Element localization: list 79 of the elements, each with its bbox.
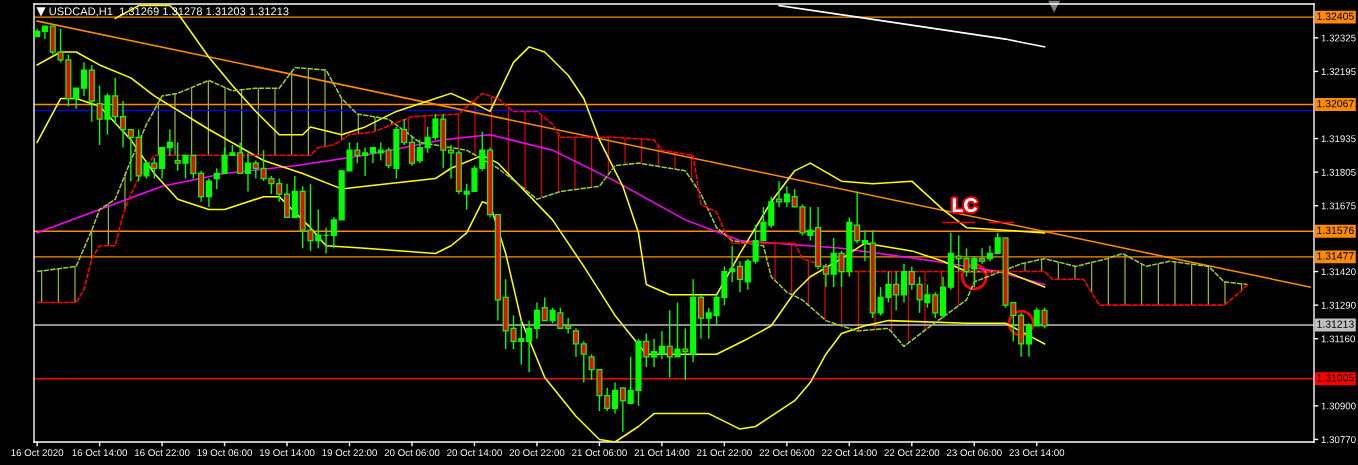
candlestick xyxy=(198,170,205,203)
x-tick-label: 22 Oct 22:00 xyxy=(884,449,940,457)
line-series xyxy=(36,66,1249,348)
x-tick-label: 16 Oct 14:00 xyxy=(72,449,128,457)
candlestick xyxy=(822,263,829,288)
candlestick xyxy=(401,118,408,146)
candlestick xyxy=(729,245,736,283)
y-tick-label: 1.31290 xyxy=(1321,301,1356,309)
candlestick xyxy=(900,263,908,304)
candlestick xyxy=(768,195,775,229)
ref-line-label: 1.32067 xyxy=(1317,99,1354,108)
y-tick-label: 1.30900 xyxy=(1321,402,1356,410)
candlestick xyxy=(252,159,259,180)
x-tick-label: 20 Oct 14:00 xyxy=(447,449,502,457)
candlestick xyxy=(276,177,283,203)
candlestick xyxy=(416,139,423,164)
x-tick-label: 23 Oct 06:00 xyxy=(946,449,1002,457)
candlestick xyxy=(119,100,127,149)
x-tick-label: 21 Oct 14:00 xyxy=(634,449,690,457)
candlestick xyxy=(408,136,416,167)
candlestick xyxy=(611,381,619,415)
candlestick xyxy=(744,257,751,291)
candlestick xyxy=(1025,322,1032,358)
candlestick xyxy=(369,146,376,164)
ref-line-label: 1.31576 xyxy=(1317,226,1354,235)
y-tick-label: 1.32325 xyxy=(1321,34,1356,42)
candlestick xyxy=(908,265,915,291)
x-tick-label: 23 Oct 14:00 xyxy=(1009,449,1065,457)
candlestick xyxy=(651,338,658,368)
x-tick-label: 20 Oct 22:00 xyxy=(509,449,565,457)
y-tick-label: 1.31935 xyxy=(1321,135,1356,143)
candlestick xyxy=(861,229,868,262)
x-tick-label: 21 Oct 22:00 xyxy=(697,449,752,457)
y-tick-label: 1.31420 xyxy=(1321,268,1356,276)
candlestick xyxy=(565,317,572,335)
line-series xyxy=(36,133,1046,286)
y-tick-label: 1.31160 xyxy=(1321,335,1355,343)
candlestick xyxy=(526,319,533,373)
x-tick-label: 21 Oct 06:00 xyxy=(572,449,627,457)
candlestick xyxy=(330,216,337,250)
candlestick xyxy=(283,183,291,219)
candlestick xyxy=(658,330,665,361)
candlestick xyxy=(736,260,744,293)
candlestick xyxy=(932,291,939,319)
candlestick xyxy=(362,146,369,177)
candlestick xyxy=(783,185,790,208)
candlestick xyxy=(697,294,704,340)
ref-line-label: 1.32405 xyxy=(1317,12,1354,20)
x-tick-label: 16 Oct 2020 xyxy=(11,449,64,457)
ref-line-label: 1.31005 xyxy=(1317,374,1354,382)
candlestick xyxy=(604,387,611,412)
candlestick xyxy=(80,61,88,97)
candlestick xyxy=(166,128,173,157)
ref-line-label: 1.31477 xyxy=(1317,252,1354,260)
x-tick-label: 20 Oct 06:00 xyxy=(384,449,440,457)
candlestick xyxy=(112,77,119,126)
candlestick xyxy=(159,146,166,180)
candlestick xyxy=(205,177,212,208)
x-tick-label: 19 Oct 14:00 xyxy=(259,449,315,457)
candlestick xyxy=(619,387,626,433)
x-tick-label: 16 Oct 22:00 xyxy=(134,449,190,457)
x-tick-label: 22 Oct 06:00 xyxy=(759,449,815,457)
x-tick-label: 19 Oct 06:00 xyxy=(197,449,253,457)
candlestick xyxy=(854,190,861,244)
candlestick xyxy=(979,247,986,265)
candlestick xyxy=(572,327,580,358)
y-tick-label: 1.31805 xyxy=(1321,168,1356,176)
candlestick xyxy=(244,152,252,193)
ref-line-label: 1.31213 xyxy=(1317,320,1354,328)
y-tick-label: 1.30770 xyxy=(1321,436,1356,444)
y-tick-label: 1.32195 xyxy=(1321,68,1356,76)
candlestick xyxy=(127,128,134,182)
x-tick-label: 22 Oct 14:00 xyxy=(821,449,877,457)
candlestick xyxy=(237,141,244,175)
x-tick-label: 19 Oct 22:00 xyxy=(322,449,377,457)
candlestick xyxy=(533,301,540,340)
y-tick-label: 1.31675 xyxy=(1321,202,1356,210)
candlestick xyxy=(73,87,80,110)
annotation: LC xyxy=(952,198,977,213)
